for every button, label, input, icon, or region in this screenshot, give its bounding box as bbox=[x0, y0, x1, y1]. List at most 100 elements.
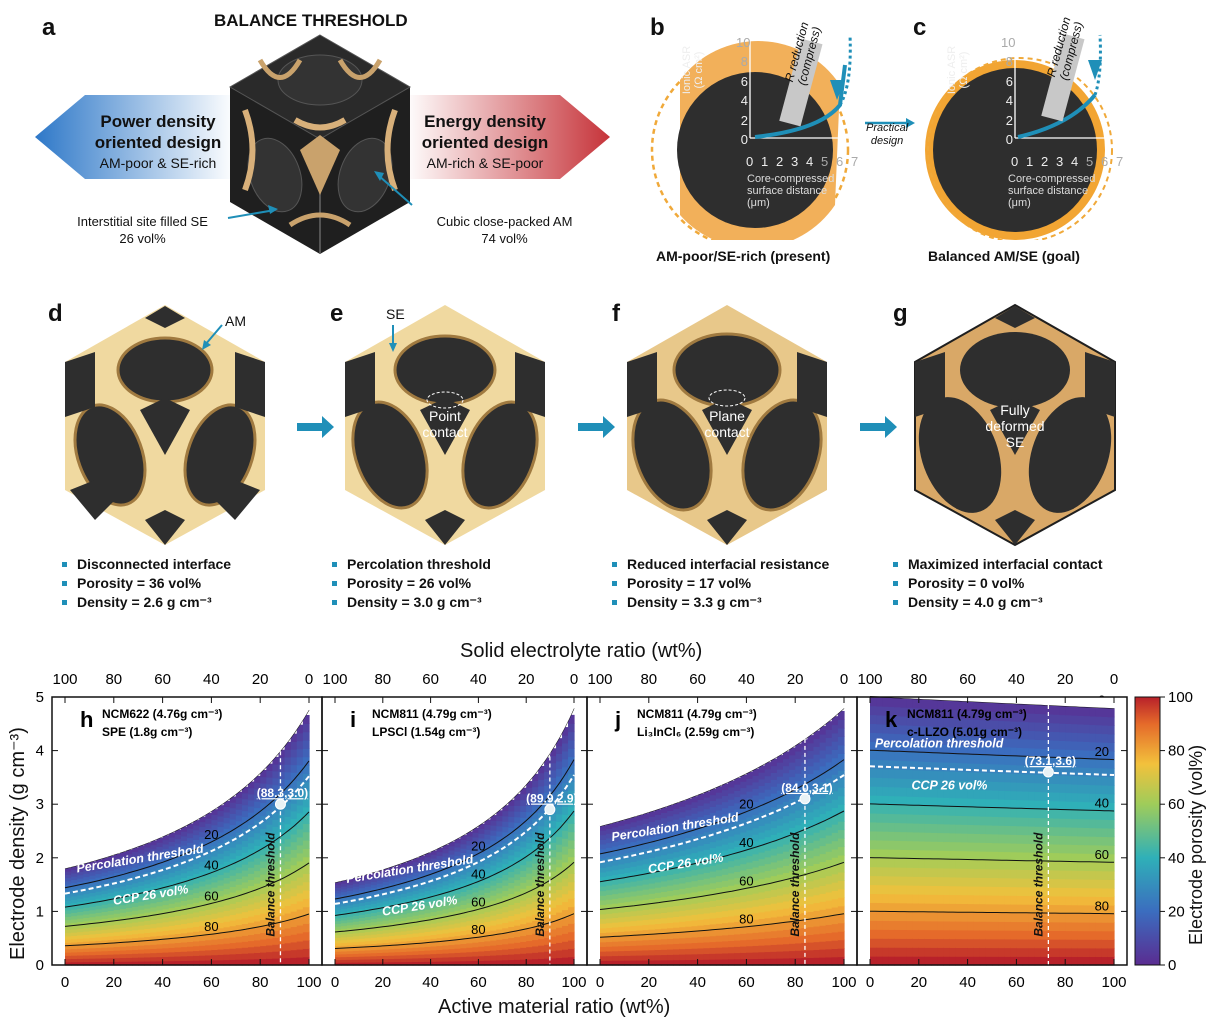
heatmap-cell bbox=[187, 950, 194, 957]
heatmap-cell bbox=[1016, 895, 1024, 905]
heatmap-cell bbox=[562, 925, 569, 934]
heatmap-cell bbox=[795, 854, 802, 863]
heatmap-cell bbox=[685, 859, 693, 866]
heatmap-cell bbox=[520, 793, 527, 801]
x-tick-label: 100 bbox=[831, 974, 856, 991]
heatmap-cell bbox=[382, 897, 390, 902]
heatmap-cell bbox=[998, 737, 1005, 748]
contour-line bbox=[334, 759, 575, 900]
heatmap-cell bbox=[502, 938, 509, 945]
heatmap-cell bbox=[801, 904, 808, 913]
heatmap-cell bbox=[648, 908, 656, 915]
heatmap-cell bbox=[448, 940, 456, 946]
heatmap-cell bbox=[278, 828, 286, 837]
heatmap-cell bbox=[520, 888, 527, 895]
heatmap-cell bbox=[205, 909, 212, 915]
heatmap-cell bbox=[1028, 947, 1036, 957]
heatmap-cell bbox=[998, 938, 1005, 949]
heatmap-cell bbox=[376, 886, 384, 890]
heatmap-cell bbox=[924, 717, 932, 727]
heatmap-cell bbox=[568, 748, 575, 758]
heatmap-cell bbox=[985, 824, 993, 835]
heatmap-cell bbox=[1089, 879, 1097, 889]
energy-density-box: Energy density oriented design AM-rich &… bbox=[421, 112, 549, 171]
heatmap-cell bbox=[278, 907, 286, 916]
heatmap-cell bbox=[992, 868, 999, 879]
heatmap-cell bbox=[544, 757, 551, 766]
heatmap-cell bbox=[679, 948, 686, 955]
heatmap-cell bbox=[1089, 784, 1097, 794]
heatmap-cell bbox=[460, 921, 468, 927]
heatmap-cell bbox=[1065, 801, 1072, 811]
heatmap-cell bbox=[284, 927, 292, 936]
heatmap-cell bbox=[795, 913, 802, 922]
heatmap-cell bbox=[107, 870, 115, 875]
heatmap-cell bbox=[992, 842, 999, 852]
heatmap-cell bbox=[150, 906, 158, 912]
heatmap-cell bbox=[967, 885, 975, 896]
heatmap-cell bbox=[888, 929, 895, 939]
heatmap-cell bbox=[746, 855, 754, 863]
heatmap-cell bbox=[150, 952, 158, 958]
heatmap-cell bbox=[424, 905, 432, 910]
heatmap-cell bbox=[412, 904, 420, 909]
heatmap-cell bbox=[340, 911, 348, 915]
heatmap-cell bbox=[924, 841, 932, 851]
heatmap-cell bbox=[937, 867, 944, 878]
heatmap-cell bbox=[937, 805, 944, 816]
heatmap-cell bbox=[1040, 722, 1048, 732]
heatmap-cell bbox=[1010, 912, 1017, 923]
heatmap-cell bbox=[813, 957, 821, 966]
heatmap-cell bbox=[746, 816, 754, 824]
heatmap-cell bbox=[618, 955, 625, 961]
heatmap-cell bbox=[1071, 706, 1078, 716]
heatmap-cell bbox=[1065, 835, 1072, 845]
heatmap-cell bbox=[1028, 773, 1036, 784]
heatmap-cell bbox=[400, 879, 408, 884]
heatmap-cell bbox=[789, 762, 796, 770]
heatmap-cell bbox=[448, 927, 456, 933]
heatmap-cell bbox=[819, 733, 827, 743]
heatmap-cell bbox=[538, 911, 545, 920]
heatmap-cell bbox=[612, 841, 619, 847]
heatmap-cell bbox=[358, 893, 366, 898]
heatmap-cell bbox=[490, 915, 497, 921]
heatmap-cell bbox=[955, 736, 963, 746]
heatmap-cell bbox=[544, 916, 551, 925]
heatmap-cell bbox=[924, 849, 932, 860]
heatmap-cell bbox=[370, 909, 378, 914]
heatmap-cell bbox=[630, 950, 638, 956]
mask-above-curve bbox=[65, 697, 309, 869]
heatmap-cell bbox=[882, 750, 889, 761]
heatmap-cell bbox=[636, 954, 644, 961]
heatmap-cell bbox=[107, 855, 115, 861]
heatmap-cell bbox=[132, 898, 139, 903]
heatmap-cell bbox=[758, 878, 766, 886]
heatmap-cell bbox=[466, 858, 474, 864]
heatmap-cell bbox=[776, 804, 784, 812]
heatmap-cell bbox=[998, 729, 1005, 739]
heatmap-cell bbox=[126, 884, 133, 889]
heatmap-cell bbox=[454, 918, 462, 924]
point-contact-label: Point contact bbox=[422, 408, 468, 440]
heatmap-cell bbox=[776, 930, 784, 938]
heatmap-cell bbox=[442, 852, 450, 858]
heatmap-cell bbox=[235, 866, 243, 874]
heatmap-cell bbox=[870, 795, 877, 805]
heatmap-cell bbox=[1010, 886, 1017, 896]
heatmap-cell bbox=[187, 941, 194, 947]
heatmap-cell bbox=[1059, 878, 1066, 888]
heatmap-cell bbox=[394, 934, 402, 939]
heatmap-cell bbox=[174, 951, 182, 957]
heatmap-cell bbox=[526, 817, 533, 825]
heatmap-cell bbox=[460, 852, 468, 858]
heatmap-cell bbox=[758, 898, 766, 906]
heatmap-cell bbox=[722, 868, 729, 875]
heatmap-cell bbox=[837, 804, 845, 814]
heatmap-cell bbox=[520, 846, 527, 854]
heatmap-cell bbox=[979, 877, 987, 887]
heatmap-cell bbox=[740, 844, 747, 852]
heatmap-cell bbox=[113, 953, 121, 959]
heatmap-cell bbox=[746, 791, 754, 799]
heatmap-cell bbox=[235, 878, 243, 885]
